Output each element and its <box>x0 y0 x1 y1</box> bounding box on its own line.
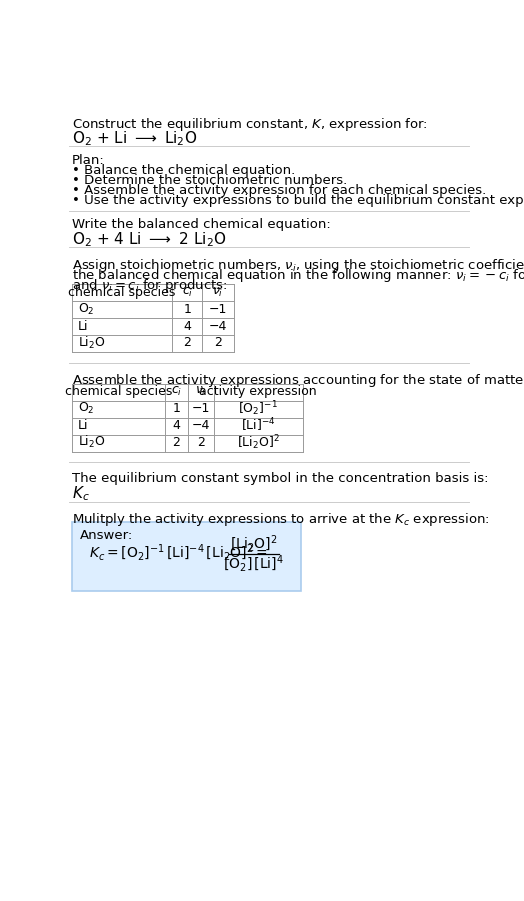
Text: $[\mathrm{Li}]^{-4}$: $[\mathrm{Li}]^{-4}$ <box>241 416 276 434</box>
Text: • Use the activity expressions to build the equilibrium constant expression.: • Use the activity expressions to build … <box>72 195 524 207</box>
Text: −4: −4 <box>209 320 227 332</box>
Text: and $\nu_i = c_i$ for products:: and $\nu_i = c_i$ for products: <box>72 277 227 294</box>
Text: Plan:: Plan: <box>72 153 104 167</box>
Text: $[\mathrm{O_2}]\,[\mathrm{Li}]^4$: $[\mathrm{O_2}]\,[\mathrm{Li}]^4$ <box>223 554 284 574</box>
Text: 4: 4 <box>172 419 180 432</box>
Text: $\nu_i$: $\nu_i$ <box>213 286 224 299</box>
Text: $c_i$: $c_i$ <box>171 385 182 398</box>
Text: The equilibrium constant symbol in the concentration basis is:: The equilibrium constant symbol in the c… <box>72 471 488 485</box>
Text: $\mathrm{Li_2O}$: $\mathrm{Li_2O}$ <box>78 434 105 450</box>
Text: $\nu_i$: $\nu_i$ <box>195 385 206 398</box>
Text: $K_c = [\mathrm{O_2}]^{-1}\,[\mathrm{Li}]^{-4}\,[\mathrm{Li_2O}]^{2} =$: $K_c = [\mathrm{O_2}]^{-1}\,[\mathrm{Li}… <box>89 543 267 563</box>
Text: −4: −4 <box>192 419 210 432</box>
Text: $[\mathrm{O_2}]^{-1}$: $[\mathrm{O_2}]^{-1}$ <box>238 399 278 418</box>
Text: 1: 1 <box>172 402 180 415</box>
Text: Mulitply the activity expressions to arrive at the $K_c$ expression:: Mulitply the activity expressions to arr… <box>72 511 489 528</box>
Text: $\mathrm{Li_2O}$: $\mathrm{Li_2O}$ <box>78 335 105 351</box>
Text: $[\mathrm{Li_2O}]^{2}$: $[\mathrm{Li_2O}]^{2}$ <box>237 433 279 451</box>
Text: $\mathrm{O_2}$: $\mathrm{O_2}$ <box>78 302 94 316</box>
Text: Construct the equilibrium constant, $K$, expression for:: Construct the equilibrium constant, $K$,… <box>72 116 428 132</box>
Text: $K_c$: $K_c$ <box>72 485 90 504</box>
Text: chemical species: chemical species <box>64 385 172 398</box>
Bar <box>72 384 303 451</box>
Text: Answer:: Answer: <box>80 529 133 542</box>
Bar <box>72 285 234 352</box>
Text: chemical species: chemical species <box>69 286 176 298</box>
Text: • Balance the chemical equation.: • Balance the chemical equation. <box>72 164 295 177</box>
Text: $\mathrm{O_2}$: $\mathrm{O_2}$ <box>78 401 94 416</box>
Text: Write the balanced chemical equation:: Write the balanced chemical equation: <box>72 218 331 232</box>
Text: Assemble the activity expressions accounting for the state of matter and $\nu_i$: Assemble the activity expressions accoun… <box>72 372 524 389</box>
Text: −1: −1 <box>209 303 227 315</box>
Text: 2: 2 <box>183 336 191 350</box>
Bar <box>72 522 301 591</box>
Text: 2: 2 <box>172 436 180 449</box>
Text: $\mathrm{O_2}$ $+$ 4 Li $\longrightarrow$ 2 $\mathrm{Li_2O}$: $\mathrm{O_2}$ $+$ 4 Li $\longrightarrow… <box>72 231 226 250</box>
Text: Assign stoichiometric numbers, $\nu_i$, using the stoichiometric coefficients, $: Assign stoichiometric numbers, $\nu_i$, … <box>72 257 524 274</box>
Text: $[\mathrm{Li_2O}]^2$: $[\mathrm{Li_2O}]^2$ <box>230 533 278 554</box>
Text: • Assemble the activity expression for each chemical species.: • Assemble the activity expression for e… <box>72 185 486 197</box>
Text: $c_i$: $c_i$ <box>181 286 193 299</box>
Text: • Determine the stoichiometric numbers.: • Determine the stoichiometric numbers. <box>72 174 347 187</box>
Text: 2: 2 <box>197 436 205 449</box>
Text: the balanced chemical equation in the following manner: $\nu_i = -c_i$ for react: the balanced chemical equation in the fo… <box>72 267 524 284</box>
Text: Li: Li <box>78 419 89 432</box>
Text: activity expression: activity expression <box>199 385 317 398</box>
Text: 2: 2 <box>214 336 222 350</box>
Text: 1: 1 <box>183 303 191 315</box>
Text: −1: −1 <box>192 402 210 415</box>
Text: $\mathrm{O_2}$ $+$ Li $\longrightarrow$ $\mathrm{Li_2O}$: $\mathrm{O_2}$ $+$ Li $\longrightarrow$ … <box>72 129 197 148</box>
Text: 4: 4 <box>183 320 191 332</box>
Text: Li: Li <box>78 320 89 332</box>
